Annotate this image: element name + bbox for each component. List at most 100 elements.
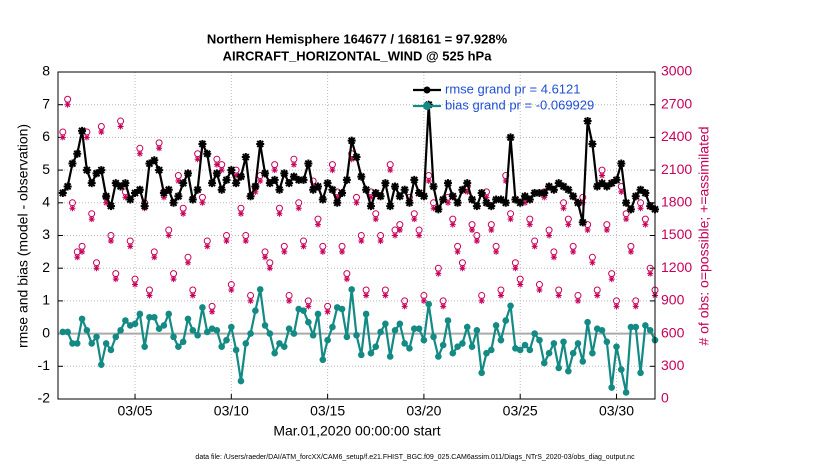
rmse-marker xyxy=(386,202,395,211)
possible-obs xyxy=(564,215,572,223)
bias-marker xyxy=(348,286,355,293)
assimilated-obs xyxy=(180,210,187,217)
y-tick-label: 7 xyxy=(42,95,50,111)
rmse-marker xyxy=(174,192,183,201)
assimilated-obs xyxy=(112,276,119,283)
bias-marker xyxy=(69,340,76,347)
bias-marker xyxy=(637,369,644,377)
assimilated-obs xyxy=(98,128,105,135)
rmse-marker xyxy=(549,185,558,194)
y-tick-label: 0 xyxy=(42,324,50,340)
bias-marker xyxy=(473,327,481,334)
rmse-marker xyxy=(342,175,351,184)
assimilated-obs xyxy=(151,254,158,261)
rmse-marker xyxy=(323,179,332,188)
possible-obs xyxy=(194,150,202,158)
assimilated-obs xyxy=(213,161,220,168)
bias-marker xyxy=(540,359,548,367)
possible-obs xyxy=(97,123,105,130)
rmse-marker xyxy=(241,153,250,162)
assimilated-obs xyxy=(430,205,437,212)
rmse-marker xyxy=(102,192,111,201)
bias-marker xyxy=(574,340,582,347)
assimilated-obs xyxy=(199,199,206,206)
possible-obs xyxy=(497,286,505,294)
y2-tick-label: 0 xyxy=(661,390,669,406)
possible-obs xyxy=(117,117,125,125)
bias-marker xyxy=(223,336,230,344)
rmse-marker xyxy=(131,188,140,197)
bias-marker xyxy=(444,317,452,324)
rmse-marker xyxy=(82,166,91,175)
rmse-marker xyxy=(87,179,96,188)
x-tick-label: 03/05 xyxy=(118,403,153,419)
x-tick-label: 03/10 xyxy=(214,403,249,419)
assimilated-obs xyxy=(517,281,524,288)
possible-obs xyxy=(203,237,211,245)
possible-obs xyxy=(107,232,115,239)
rmse-marker xyxy=(511,195,520,204)
bias-marker xyxy=(314,310,322,318)
rmse-marker xyxy=(622,198,631,207)
assimilated-obs xyxy=(440,303,447,310)
possible-obs xyxy=(545,226,553,234)
rmse-marker xyxy=(573,198,582,207)
possible-obs xyxy=(574,291,582,299)
possible-obs xyxy=(526,215,534,223)
bias-marker xyxy=(353,331,360,339)
rmse-marker xyxy=(607,179,616,188)
assimilated-obs xyxy=(286,297,293,304)
rmse-marker xyxy=(492,195,501,204)
bias-marker xyxy=(102,340,110,347)
rmse-marker xyxy=(309,185,318,194)
bias-marker xyxy=(386,353,394,360)
bias-marker xyxy=(122,317,129,324)
assimilated-obs xyxy=(512,265,519,272)
bias-marker xyxy=(396,320,404,328)
bias-marker xyxy=(565,367,572,375)
bias-marker xyxy=(560,338,567,346)
chart-title: Northern Hemisphere 164677 / 168161 = 97… xyxy=(207,31,508,46)
possible-obs xyxy=(280,242,288,250)
assimilated-obs xyxy=(574,297,581,304)
rmse-marker xyxy=(472,202,481,211)
bias-marker xyxy=(285,325,293,332)
rmse-marker xyxy=(371,188,380,197)
bias-marker xyxy=(521,341,529,349)
bias-marker xyxy=(420,336,428,344)
rmse-marker xyxy=(535,188,544,197)
assimilated-obs xyxy=(546,232,553,239)
rmse-marker xyxy=(554,179,563,188)
rmse-marker xyxy=(578,218,587,227)
rmse-marker xyxy=(458,185,467,194)
assimilated-obs xyxy=(339,248,346,255)
assimilated-obs xyxy=(107,237,114,244)
rmse-marker xyxy=(164,185,173,194)
rmse-marker xyxy=(58,188,67,197)
bias-marker xyxy=(377,328,384,336)
rmse-marker xyxy=(169,198,178,207)
rmse-marker xyxy=(227,166,236,175)
rmse-marker xyxy=(179,179,188,188)
y-tick-label: 2 xyxy=(42,259,50,275)
possible-obs xyxy=(410,210,418,218)
rmse-marker xyxy=(318,195,327,204)
y2-tick-label: 1800 xyxy=(661,194,692,210)
rmse-marker xyxy=(530,188,539,197)
possible-obs xyxy=(381,286,389,294)
assimilated-obs xyxy=(584,227,591,234)
bias-marker xyxy=(550,340,558,347)
rmse-marker xyxy=(246,192,255,201)
assimilated-obs xyxy=(175,178,182,184)
rmse-marker xyxy=(588,139,597,148)
assimilated-obs xyxy=(223,237,230,244)
assimilated-obs xyxy=(425,178,432,184)
bias-marker xyxy=(516,346,524,354)
y-tick-label: 3 xyxy=(42,226,50,242)
assimilated-obs xyxy=(83,134,90,141)
assimilated-obs xyxy=(194,156,201,163)
legend-label: rmse grand pr = 4.6121 xyxy=(445,81,581,96)
bias-marker xyxy=(88,340,96,347)
rmse-marker xyxy=(617,159,626,168)
bias-marker xyxy=(324,336,331,344)
